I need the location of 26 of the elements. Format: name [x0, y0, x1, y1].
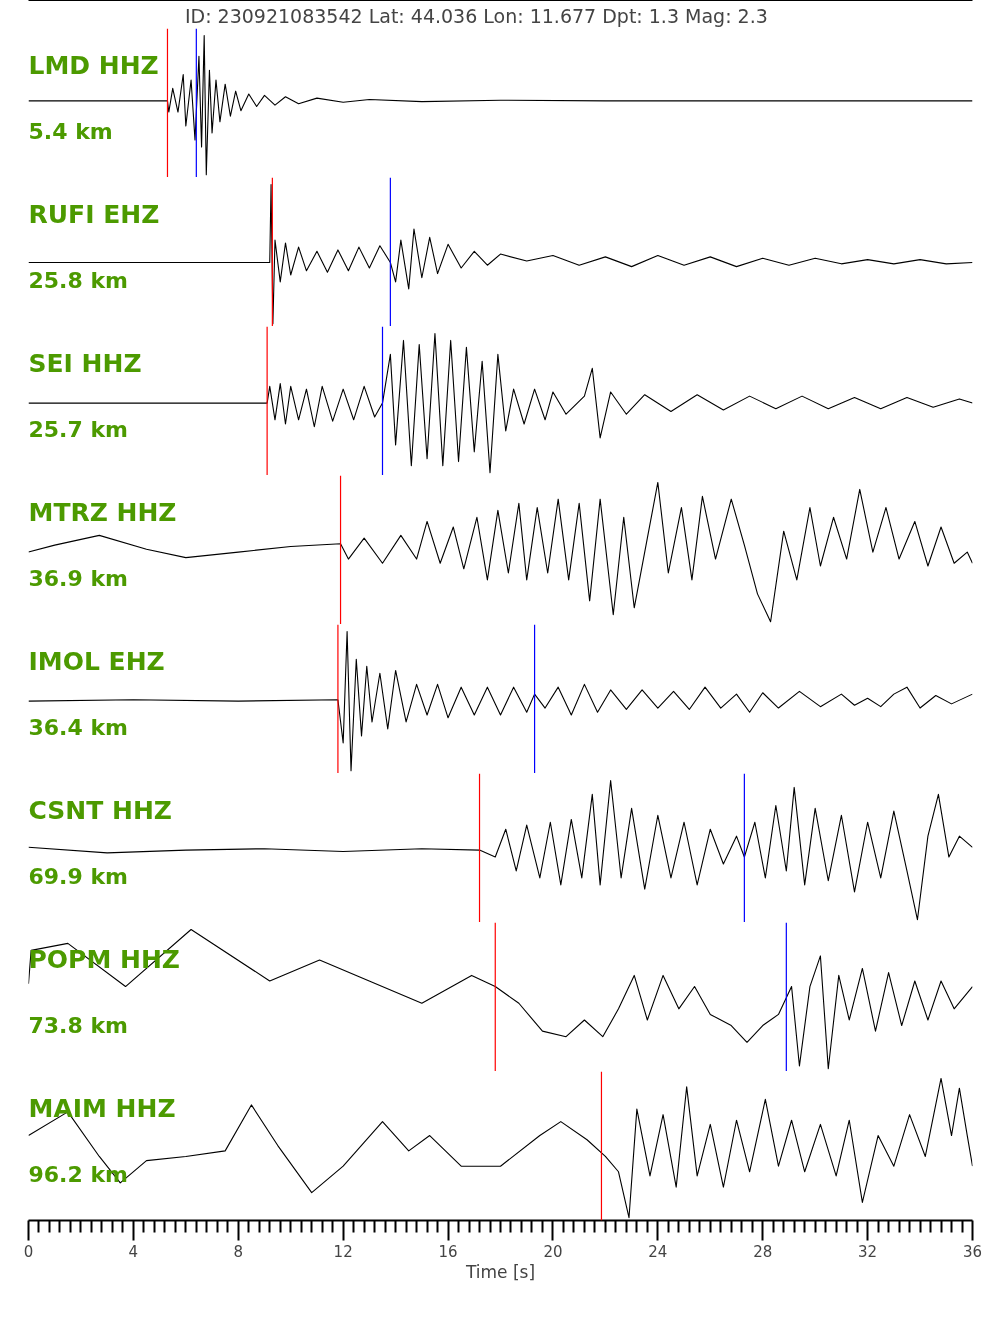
annotation: 25.7 km: [28, 417, 128, 443]
annotation: 25.8 km: [28, 268, 128, 294]
annotation: 5.4 km: [28, 119, 113, 145]
annotation: MAIM HHZ: [28, 1094, 176, 1124]
x-tick-label: 12: [333, 1242, 353, 1261]
x-tick-label: 8: [233, 1242, 244, 1261]
annotation: MTRZ HHZ: [28, 498, 177, 528]
x-tick-label: 20: [543, 1242, 563, 1261]
x-tick-label: 32: [858, 1242, 878, 1261]
annotation: CSNT HHZ: [28, 796, 172, 826]
x-tick-label: 36: [962, 1242, 983, 1261]
x-tick-label: 16: [438, 1242, 458, 1261]
annotation: 36.4 km: [28, 715, 128, 741]
annotation: 69.9 km: [28, 864, 128, 890]
x-tick-label: 28: [753, 1242, 773, 1261]
x-tick-label: 24: [648, 1242, 668, 1261]
annotation: SEI HHZ: [28, 349, 142, 379]
annotation: LMD HHZ: [28, 51, 159, 81]
annotation: 36.9 km: [28, 566, 128, 592]
x-axis-title: Time [s]: [464, 1261, 536, 1282]
annotation: IMOL EHZ: [28, 647, 165, 677]
chart-title: ID: 230921083542 Lat: 44.036 Lon: 11.677 Dpt: 1.3 Mag: 2.3: [184, 4, 768, 27]
x-tick-label: 0: [23, 1242, 34, 1261]
x-tick-label: 4: [128, 1242, 139, 1261]
annotation: RUFI EHZ: [28, 200, 160, 230]
annotation: 73.8 km: [28, 1013, 128, 1039]
